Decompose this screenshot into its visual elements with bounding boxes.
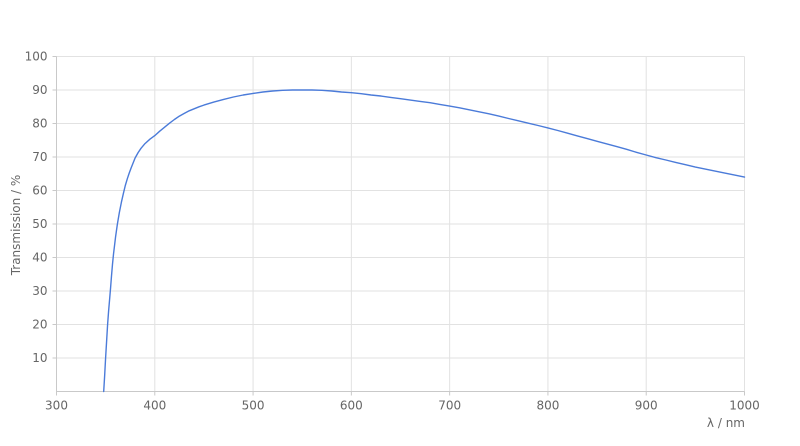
x-tick-label: 400: [143, 399, 166, 413]
y-axis-title: Transmission / %: [9, 174, 23, 276]
x-tick-label: 700: [438, 399, 461, 413]
y-tick-label: 100: [25, 50, 48, 64]
x-tick-label: 500: [242, 399, 265, 413]
x-tick-label: 300: [45, 399, 68, 413]
y-tick-label: 10: [32, 351, 47, 365]
y-tick-label: 30: [32, 284, 47, 298]
x-tick-label: 800: [536, 399, 559, 413]
y-tick-label: 20: [32, 318, 47, 332]
y-tick-label: 60: [32, 184, 47, 198]
x-tick-label: 1000: [729, 399, 760, 413]
x-tick-label: 900: [635, 399, 658, 413]
y-tick-label: 40: [32, 251, 47, 265]
y-tick-label: 50: [32, 217, 47, 231]
y-tick-label: 90: [32, 83, 47, 97]
y-tick-label: 80: [32, 117, 47, 131]
x-axis-title: λ / nm: [706, 416, 745, 430]
y-tick-label: 70: [32, 150, 47, 164]
series-line-transmission: [102, 89, 746, 393]
x-tick-label: 600: [340, 399, 363, 413]
